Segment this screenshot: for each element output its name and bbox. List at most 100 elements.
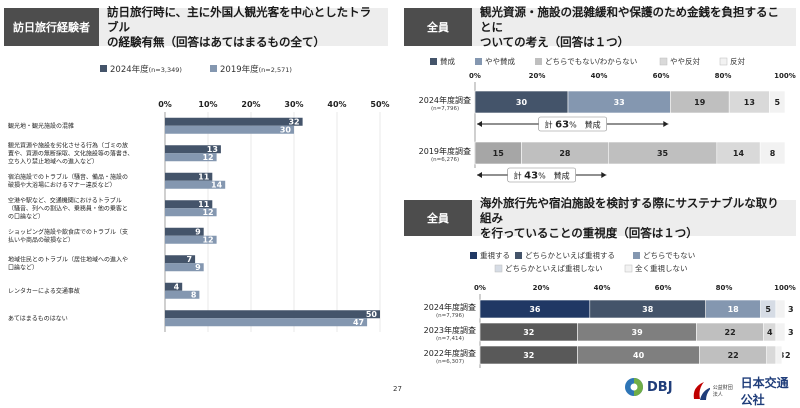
bar-label-1-5: 9 [195, 263, 201, 272]
x-tick-0: 0% [474, 284, 486, 292]
annotation-text-0: 計 63% 賛成 [545, 120, 601, 131]
bar-label-0-4: 9 [195, 227, 201, 236]
jtb-logo-small-text: 公益財団法人 [712, 385, 733, 398]
legend-label-3: やや反対 [670, 56, 700, 66]
legend-swatch-2 [633, 252, 640, 259]
bar-label-1-6: 8 [191, 290, 197, 299]
row-label-1: 2019年度調査 [419, 146, 471, 156]
legend-label-0: 賛成 [440, 56, 455, 66]
category-label-6: レンタカーによる交通事故 [8, 287, 80, 295]
legend-swatch-4 [719, 57, 728, 66]
segment-label-0-1: 33 [614, 98, 625, 107]
bar-1-0 [165, 125, 294, 134]
left-panel-tag: 訪日旅行経験者 [4, 8, 99, 46]
segment-label-1-0: 32 [523, 328, 534, 337]
row-n-0: (n=7,796) [431, 106, 459, 112]
bar-0-3 [165, 200, 213, 209]
x-tick-1: 10% [198, 100, 217, 109]
x-tick-0: 0% [158, 100, 172, 109]
x-tick-4: 80% [716, 284, 733, 292]
segment-label-0-3: 13 [744, 98, 755, 107]
segment-0-4 [775, 299, 786, 319]
category-label-1-line-2: 立ち入り禁止地域への進入など） [8, 157, 98, 165]
segment-label-2-1: 40 [633, 351, 645, 360]
jtb-logo-text: 日本交通公社 [740, 376, 789, 407]
annotation-suffix-0: % 賛成 [569, 120, 601, 130]
top-right-panel-title: 観光資源・施設の混雑緩和や保護のため金銭を負担することに ついての考え（回答は１… [472, 5, 796, 49]
legend-year-0: 2024年度 [110, 64, 149, 75]
x-tick-2: 40% [591, 72, 608, 80]
segment-label-0-0: 30 [516, 98, 528, 107]
legend-year-1: 2019年度 [220, 64, 259, 75]
segment-label-0-3: 5 [765, 305, 771, 314]
annotation-text-1: 計 43% 賛成 [514, 171, 570, 182]
legend-n-1: (n=2,571) [259, 66, 292, 74]
segment-label-0-4: 3 [788, 305, 794, 314]
legend-swatch-3 [494, 264, 503, 273]
annotation-prefix-1: 計 [514, 171, 525, 181]
category-label-3-line-0: 空港や駅など、交通機関におけるトラブル [8, 196, 122, 204]
x-tick-5: 50% [370, 100, 389, 109]
category-label-1-line-0: 観光資源や施設を劣化させる行為（ゴミの放 [8, 141, 128, 149]
annotation-prefix-0: 計 [545, 120, 556, 130]
category-label-3-line-2: の口論など） [8, 212, 44, 220]
bottom-right-panel-title-line-2: を行っていることの重視度（回答は１つ） [480, 225, 698, 240]
bar-label-0-3: 11 [198, 200, 210, 209]
segment-label-0-4: 5 [774, 98, 780, 107]
legend-n-0: (n=3,349) [149, 66, 182, 74]
segment-label-1-3: 14 [733, 149, 745, 158]
legend-swatch-4 [624, 264, 633, 273]
bar-0-6 [165, 282, 183, 291]
legend-label-4: 反対 [730, 56, 745, 66]
bar-0-5 [165, 255, 196, 264]
category-label-2-line-1: 破損や大浴場におけるマナー違反など） [8, 181, 116, 189]
category-label-4-line-1: 払いや商品の破損など） [8, 236, 74, 244]
annotation-value-0: 63 [555, 120, 569, 131]
category-label-0: 観光地・観光施設の混雑 [8, 122, 74, 130]
bar-0-2 [165, 172, 213, 181]
segment-label-1-1: 28 [559, 149, 571, 158]
bar-label-0-6: 4 [174, 282, 180, 291]
left-panel-title-line-1: 訪日旅行時に、主に外国人観光客を中心としたトラブル [107, 4, 372, 34]
x-tick-4: 40% [327, 100, 346, 109]
jtb-logo: 公益財団法人 日本交通公社 [690, 374, 800, 408]
segment-2-3 [766, 345, 777, 365]
bar-1-4 [165, 235, 217, 244]
legend-label-2: どちらでもない/わからない [545, 57, 637, 66]
legend-swatch-1 [515, 252, 522, 259]
bar-label-0-0: 32 [288, 117, 299, 126]
annotation-arrow-left-0 [477, 121, 482, 127]
bar-label-0-5: 7 [187, 255, 193, 264]
legend-swatch-0 [430, 58, 437, 65]
x-tick-0: 0% [469, 72, 481, 80]
bar-0-7 [165, 310, 380, 319]
segment-label-0-2: 19 [694, 98, 706, 107]
legend-label-2: どちらでもない [643, 251, 695, 260]
left-panel-title: 訪日旅行時に、主に外国人観光客を中心としたトラブル の経験有無（回答はあてはまる… [99, 4, 388, 49]
x-tick-4: 80% [715, 72, 732, 80]
row-n-1: (n=7,414) [436, 336, 464, 342]
bottom-right-panel-title-line-1: 海外旅行先や宿泊施設を検討する際にサステナブルな取り組み [480, 195, 779, 225]
segment-label-1-4: 3 [788, 328, 794, 337]
annotation-value-1: 43 [524, 171, 538, 182]
x-tick-1: 20% [529, 72, 546, 80]
bottom-right-panel-title: 海外旅行先や宿泊施設を検討する際にサステナブルな取り組み を行っていることの重視… [472, 196, 796, 240]
x-tick-2: 20% [241, 100, 260, 109]
legend-swatch-2 [535, 58, 542, 65]
bar-0-4 [165, 227, 204, 236]
segment-0-4 [769, 90, 786, 114]
legend-label-1: やや賛成 [485, 56, 515, 66]
category-label-7: あてはまるものはない [8, 315, 68, 322]
segment-label-1-4: 8 [770, 149, 776, 158]
page-number: 27 [393, 385, 402, 393]
bar-0-0 [165, 117, 303, 126]
bar-0-1 [165, 145, 221, 154]
x-tick-3: 60% [653, 72, 670, 80]
row-label-0: 2024年度調査 [419, 95, 471, 105]
segment-label-0-2: 18 [728, 305, 740, 314]
segment-2-4 [775, 345, 783, 365]
segment-label-1-2: 22 [725, 328, 736, 337]
annotation-arrow-left-1 [477, 172, 482, 178]
bar-1-6 [165, 290, 200, 299]
